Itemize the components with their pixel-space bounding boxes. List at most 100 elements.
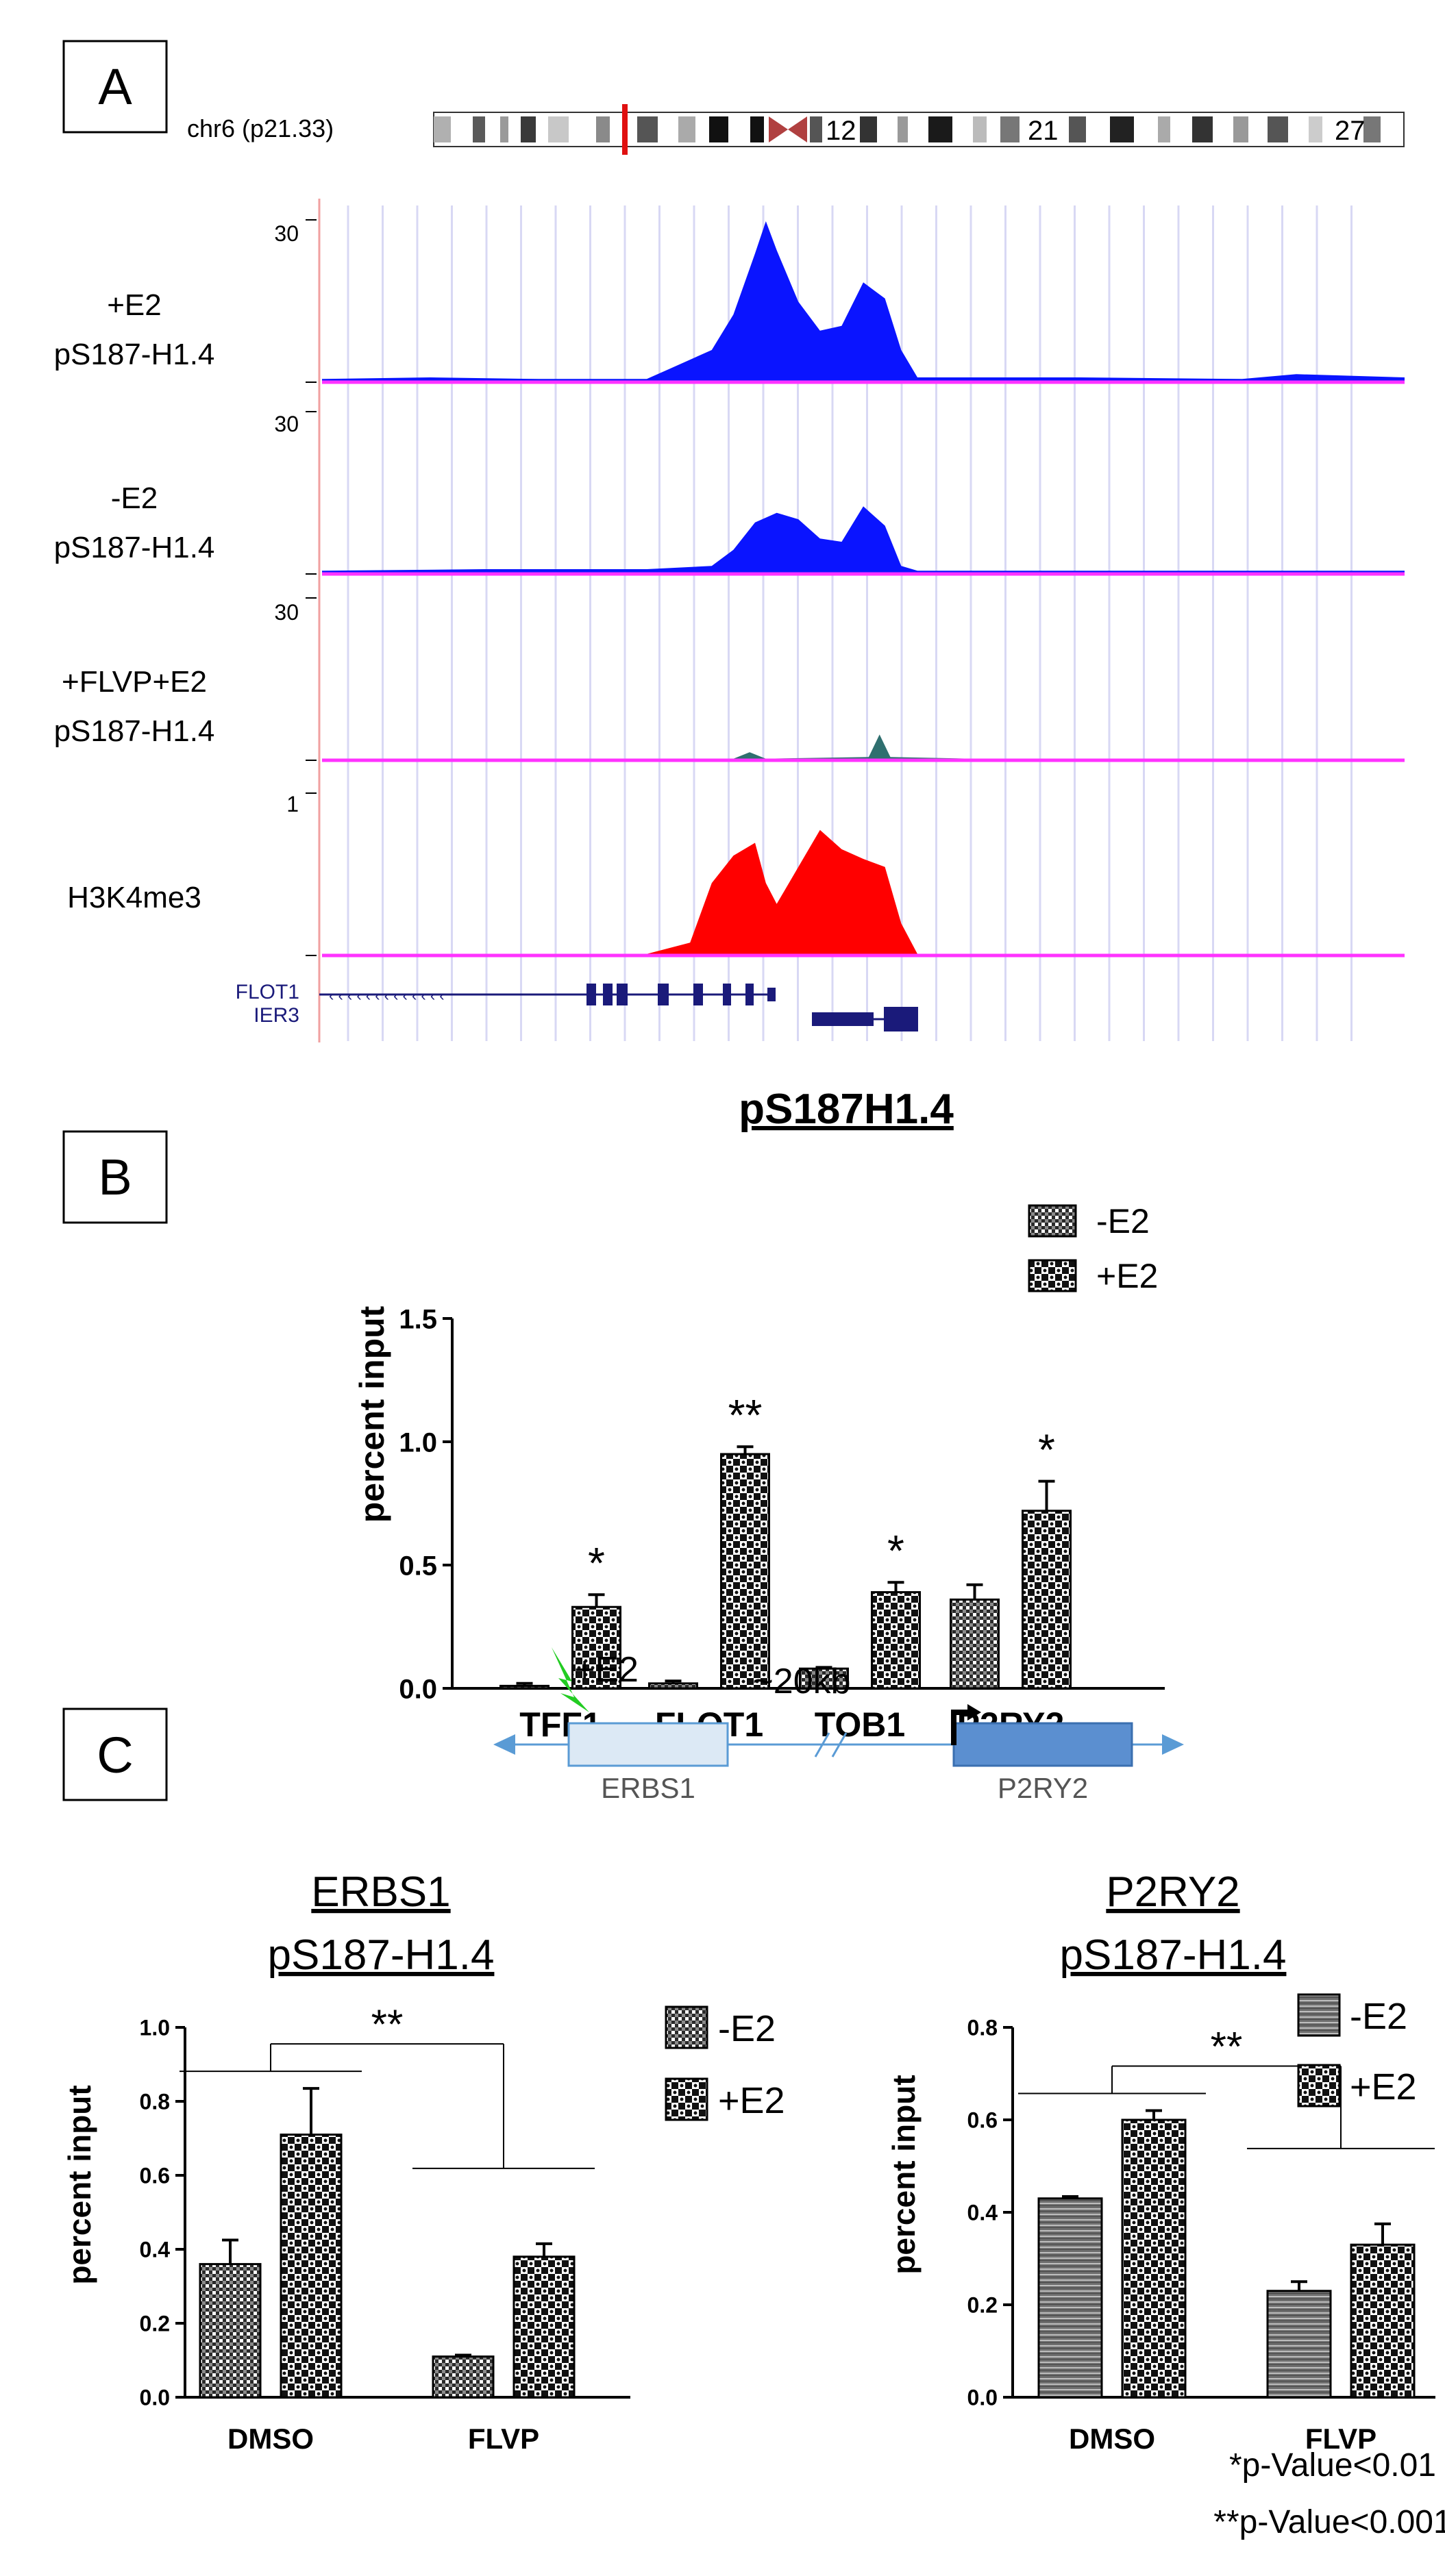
lightning-bolt-icon bbox=[552, 1647, 589, 1712]
panel-b-label: B bbox=[98, 1149, 132, 1205]
y-tick-label: 0.0 bbox=[399, 1674, 437, 1704]
bar bbox=[1022, 1510, 1072, 1690]
exon bbox=[693, 984, 703, 1005]
bar bbox=[499, 1684, 549, 1690]
bar bbox=[1350, 2243, 1416, 2399]
erbs1-box bbox=[567, 1722, 729, 1767]
ideogram-band bbox=[1268, 116, 1288, 142]
band-label: 21 bbox=[1028, 116, 1059, 146]
y-tick-label: 0.8 bbox=[140, 2090, 170, 2114]
ideogram-band bbox=[750, 116, 764, 142]
legend-label: -E2 bbox=[1096, 1202, 1150, 1240]
chart-title: pS187H1.4 bbox=[739, 1086, 954, 1133]
legend-swatch bbox=[1297, 2064, 1341, 2108]
gene-label: IER3 bbox=[254, 1004, 299, 1027]
track-scale: 30 bbox=[274, 600, 299, 625]
ideogram-band bbox=[973, 116, 987, 142]
ideogram-band bbox=[709, 116, 728, 142]
gene-label: FLOT1 bbox=[236, 981, 299, 1003]
x-tick-label: FLVP bbox=[468, 2423, 539, 2455]
ideogram-body bbox=[433, 112, 1405, 147]
legend-swatch bbox=[1028, 1259, 1077, 1292]
x-tick-label: DMSO bbox=[227, 2423, 314, 2455]
exon bbox=[603, 984, 613, 1005]
exon bbox=[812, 1012, 874, 1026]
exon bbox=[723, 984, 731, 1005]
y-tick-label: 0.4 bbox=[140, 2238, 171, 2262]
ideogram-position-marker bbox=[622, 104, 628, 155]
track-label: +E2 bbox=[107, 288, 162, 322]
bar bbox=[720, 1453, 770, 1690]
bar bbox=[512, 2255, 576, 2399]
ideogram-band bbox=[1309, 116, 1322, 142]
track-label: pS187-H1.4 bbox=[54, 531, 215, 564]
coverage-tracks bbox=[306, 219, 1405, 958]
panel-a-label-box bbox=[62, 40, 168, 134]
bar bbox=[950, 1598, 1000, 1690]
exon bbox=[767, 988, 776, 1001]
track-scale: 30 bbox=[274, 412, 299, 436]
y-tick-label: 1.5 bbox=[399, 1304, 437, 1334]
erbs1-label: ERBS1 bbox=[601, 1772, 695, 1804]
significance-marker: * bbox=[588, 1538, 605, 1588]
ideogram-band bbox=[1110, 116, 1134, 142]
ideogram-band bbox=[898, 116, 908, 142]
y-tick-label: 0.8 bbox=[967, 2016, 998, 2040]
track-label: pS187-H1.4 bbox=[54, 714, 215, 748]
legend-label: +E2 bbox=[1096, 1257, 1158, 1295]
track-label: +FLVP+E2 bbox=[62, 665, 207, 699]
gene-models: ‹ ‹ ‹ ‹ ‹ ‹ ‹ ‹ ‹ ‹ ‹ ‹ ‹ bbox=[319, 984, 918, 1031]
y-tick-label: 0.6 bbox=[967, 2108, 998, 2133]
ideogram-band bbox=[1192, 116, 1213, 142]
legend-label: -E2 bbox=[1350, 1996, 1407, 2037]
x-tick-label: TOB1 bbox=[815, 1705, 905, 1744]
y-axis-label: percent input bbox=[886, 2075, 922, 2274]
y-tick-label: 1.0 bbox=[399, 1427, 437, 1458]
ideogram-band bbox=[678, 116, 695, 142]
significance-marker: * bbox=[1038, 1425, 1055, 1475]
y-tick-label: 0.0 bbox=[140, 2386, 170, 2410]
legend-swatch bbox=[665, 2005, 708, 2049]
exon bbox=[745, 984, 754, 1005]
strand-arrows-icon: ‹ ‹ ‹ ‹ ‹ ‹ ‹ ‹ ‹ ‹ ‹ ‹ ‹ bbox=[329, 987, 445, 1004]
arrow-right-icon bbox=[1162, 1734, 1184, 1755]
ideogram-band bbox=[1363, 116, 1381, 142]
y-axis-label: percent input bbox=[62, 2085, 97, 2284]
tss-arrow-icon bbox=[951, 1710, 973, 1745]
locus-diagram: +E2 ~20kb ERBS1 P2RY2 bbox=[493, 1647, 1184, 1804]
legend-label: +E2 bbox=[718, 2080, 785, 2121]
panel-c: C +E2 ~20kb ERBS1 P2RY2 ERBS1 pS187-H1.4… bbox=[62, 1647, 1445, 2540]
footnote: **p-Value<0.001 bbox=[1213, 2504, 1445, 2540]
significance-marker: ** bbox=[371, 2001, 404, 2047]
bar-chart-p2ry2: 0.0 0.2 0.4 0.6 0.8 DMSO FLVP ** bbox=[967, 2016, 1435, 2455]
footnote: *p-Value<0.01 bbox=[1229, 2447, 1436, 2484]
significance-marker: ** bbox=[728, 1390, 763, 1440]
bar bbox=[1037, 2197, 1103, 2399]
ideogram-band bbox=[1158, 116, 1170, 142]
y-tick-label: 0.2 bbox=[967, 2293, 998, 2318]
panel-c-label-box bbox=[62, 1708, 168, 1801]
legend-swatch bbox=[665, 2077, 708, 2121]
exon bbox=[658, 984, 669, 1005]
ideogram-band bbox=[1233, 116, 1248, 142]
legend-swatch bbox=[1297, 1993, 1341, 2037]
bar-chart-erbs1: 0.0 0.2 0.4 0.6 0.8 1.0 DMSO FLVP ** bbox=[140, 2001, 630, 2455]
centromere-icon bbox=[769, 116, 807, 142]
p2ry2-box bbox=[952, 1722, 1133, 1767]
coverage-signal bbox=[322, 221, 1405, 382]
legend-label: -E2 bbox=[718, 2008, 776, 2049]
y-tick-label: 0.4 bbox=[967, 2201, 998, 2225]
ideogram-band bbox=[860, 116, 877, 142]
track-scale: 30 bbox=[274, 221, 299, 246]
y-tick-label: 0.5 bbox=[399, 1551, 437, 1581]
chart-subtitle: pS187-H1.4 bbox=[1060, 1931, 1287, 1979]
bar bbox=[1266, 2290, 1332, 2399]
ideogram-band bbox=[548, 116, 569, 142]
track-label: -E2 bbox=[111, 482, 158, 515]
distance-label: ~20kb bbox=[752, 1662, 850, 1701]
band-label: 27 bbox=[1335, 116, 1366, 146]
chart-title: P2RY2 bbox=[1106, 1868, 1239, 1916]
ideogram-band bbox=[596, 116, 610, 142]
y-tick-label: 0.6 bbox=[140, 2164, 170, 2188]
chart-title: ERBS1 bbox=[311, 1868, 450, 1916]
